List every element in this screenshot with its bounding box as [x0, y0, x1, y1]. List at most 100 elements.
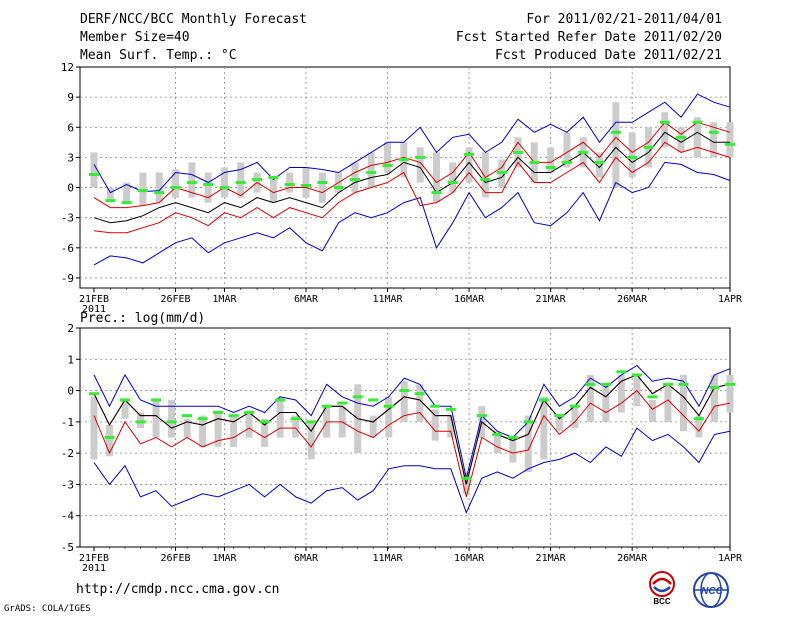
temp-spread-box — [123, 182, 131, 203]
prec-ensemble-mean-marker — [569, 404, 580, 408]
temp-y-tick-label: 0 — [67, 182, 74, 195]
temp-spread-box — [188, 162, 196, 198]
prec-spread-box — [524, 415, 532, 472]
temp-y-tick-label: -9 — [61, 272, 74, 285]
prec-ensemble-mean-marker — [197, 417, 208, 421]
temp-y-tick-label: 6 — [67, 121, 74, 134]
temp-y-tick-label: 3 — [67, 151, 74, 164]
prec-spread-box — [509, 437, 517, 463]
prec-ensemble-mean-marker — [383, 404, 394, 408]
prec-spread-box — [168, 399, 176, 438]
temp-spread-box — [318, 172, 326, 203]
temp-spread-box — [677, 127, 685, 153]
temp-spread-box — [367, 152, 375, 188]
prec-max-line — [93, 364, 731, 479]
prec-x-year-label: 2011 — [82, 563, 106, 574]
temp-ensemble-mean-marker — [643, 145, 654, 149]
temp-ensemble-mean-marker — [235, 181, 246, 185]
prec-panel-title: Prec.: log(mm/d) — [80, 311, 205, 326]
temp-max-line — [93, 93, 731, 194]
prec-ensemble-mean-marker — [709, 385, 720, 389]
prec-ensemble-mean-marker — [259, 420, 270, 424]
prec-ensemble-mean-marker — [430, 404, 441, 408]
temp-lower-quartile-line — [93, 141, 731, 234]
prec-x-tick-label: 21FEB — [79, 553, 109, 564]
temp-ensemble-mean-marker — [170, 186, 181, 190]
temp-ensemble-mean-marker — [284, 183, 295, 187]
svg-text:NCC: NCC — [701, 586, 723, 597]
temp-ensemble-mean-marker — [676, 135, 687, 139]
prec-ensemble-mean-marker — [476, 414, 487, 418]
prec-ensemble-mean-marker — [399, 389, 410, 393]
temp-ensemble-mean-marker — [186, 181, 197, 185]
temp-spread-box — [710, 122, 718, 158]
temp-ensemble-mean-marker — [545, 165, 556, 169]
prec-ensemble-mean-marker — [352, 395, 363, 399]
temp-ensemble-mean-marker — [105, 199, 116, 203]
bcc-logo: BCC — [649, 571, 675, 606]
prec-ensemble-mean-marker — [600, 382, 611, 386]
prec-spread-box — [245, 412, 253, 438]
prec-ensemble-mean-marker — [104, 436, 115, 439]
temp-ensemble-mean-marker — [529, 160, 540, 164]
prec-x-tick-label: 21MAR — [536, 553, 567, 564]
temp-ensemble-mean-marker — [268, 176, 279, 179]
temp-spread-box — [416, 147, 424, 183]
temp-spread-box — [465, 147, 473, 183]
prec-ensemble-mean-marker — [414, 392, 425, 396]
temp-spread-box — [612, 102, 620, 188]
prec-spread-box — [586, 374, 594, 422]
temp-spread-box — [139, 172, 147, 206]
prec-ensemble-mean-marker — [662, 382, 673, 386]
prec-spread-box — [447, 415, 455, 438]
prec-spread-box — [726, 374, 734, 413]
prec-ensemble-mean-marker — [725, 382, 735, 386]
prec-spread-box — [416, 384, 424, 422]
prec-x-tick-label: 1APR — [718, 553, 743, 564]
prec-x-tick-label: 26MAR — [617, 553, 648, 564]
prec-spread-box — [664, 384, 672, 422]
temp-ensemble-mean-marker — [431, 191, 442, 195]
temp-ensemble-mean-marker — [333, 186, 344, 190]
temp-x-tick-label: 26FEB — [160, 294, 190, 305]
temp-ensemble-mean-marker — [398, 157, 409, 161]
prec-x-tick-label: 16MAR — [454, 553, 485, 564]
prec-spread-box — [199, 415, 207, 447]
temp-ensemble-mean-marker — [594, 160, 605, 164]
prec-ensemble-mean-marker — [135, 420, 146, 424]
prec-y-tick-label: -5 — [61, 541, 74, 554]
temp-spread-box — [286, 172, 294, 193]
temp-x-year-label: 2011 — [82, 304, 106, 315]
prec-min-line — [93, 427, 731, 514]
temp-ensemble-mean-marker — [480, 178, 491, 182]
prec-ensemble-mean-marker — [616, 370, 627, 374]
temp-spread-box — [204, 172, 212, 203]
fcst-produced-date: Fcst Produced Date 2011/02/21 — [495, 48, 722, 63]
temp-ensemble-mean-marker — [203, 183, 214, 187]
temp-upper-quartile-line — [93, 121, 731, 209]
prec-ensemble-mean-marker — [244, 410, 255, 414]
prec-ensemble-mean-marker — [120, 398, 131, 402]
prec-spread-box — [307, 421, 315, 460]
temp-ensemble-mean-marker — [382, 163, 393, 167]
source-url[interactable]: http://cmdp.ncc.cma.gov.cn — [76, 582, 280, 597]
prec-ensemble-mean-marker — [213, 410, 224, 414]
prec-spread-box — [679, 374, 687, 432]
temp-ensemble-mean-marker — [219, 186, 230, 190]
temp-ensemble-mean-marker — [447, 181, 458, 185]
temp-ensemble-mean-marker — [154, 191, 165, 195]
temp-y-tick-label: 9 — [67, 91, 74, 104]
temp-ensemble-mean-marker — [513, 150, 523, 154]
temp-ensemble-mean-marker — [301, 184, 311, 188]
prec-ensemble-mean-marker — [368, 398, 379, 402]
temp-spread-box — [106, 187, 114, 201]
prec-spread-box — [183, 418, 191, 438]
prec-ensemble-mean-marker — [631, 373, 642, 377]
temp-plot-frame — [79, 66, 731, 289]
prec-spread-box — [261, 418, 269, 447]
prec-ensemble-mean-marker — [445, 407, 456, 411]
temp-spread-box — [693, 117, 701, 158]
prec-x-tick-label: 1MAR — [212, 553, 237, 564]
prec-spread-box — [292, 415, 300, 438]
